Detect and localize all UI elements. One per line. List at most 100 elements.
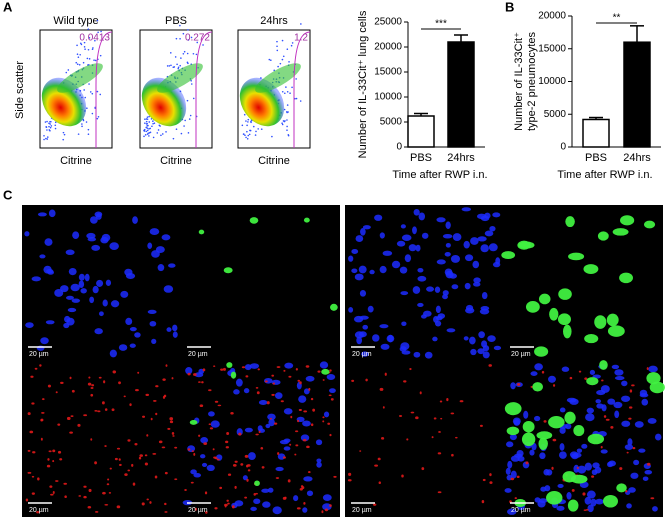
cell	[650, 497, 655, 500]
event	[190, 83, 193, 85]
cell	[283, 438, 291, 443]
micrograph	[22, 361, 181, 517]
event	[54, 121, 57, 124]
cell	[504, 402, 522, 416]
cell	[94, 409, 98, 412]
event	[195, 53, 198, 56]
cell	[514, 497, 517, 500]
gate	[95, 31, 113, 148]
cell	[470, 237, 479, 245]
cell	[129, 343, 136, 348]
cell	[172, 435, 175, 437]
cell	[626, 451, 629, 454]
cell	[88, 376, 91, 379]
event	[146, 116, 149, 118]
cell	[129, 403, 132, 407]
cell	[306, 445, 310, 449]
cell	[504, 488, 512, 493]
cell	[295, 367, 298, 371]
cell	[271, 393, 275, 396]
cell	[324, 508, 329, 512]
cell	[507, 460, 513, 469]
cell	[293, 495, 299, 502]
cell	[329, 504, 332, 508]
event	[192, 52, 195, 55]
event	[81, 125, 83, 128]
cell	[94, 461, 97, 465]
cell	[96, 279, 104, 287]
cell	[97, 410, 101, 413]
cell	[327, 422, 331, 425]
cell	[147, 242, 153, 249]
event	[192, 97, 195, 100]
cell	[36, 511, 40, 514]
cell	[642, 476, 649, 481]
event	[179, 37, 181, 40]
bar	[407, 115, 435, 148]
event	[91, 48, 94, 51]
event	[246, 124, 248, 127]
event	[147, 132, 150, 134]
event	[172, 137, 175, 140]
cell	[470, 348, 477, 356]
y-tick-label: 15000	[374, 67, 402, 78]
cell	[607, 398, 616, 405]
cell	[434, 286, 441, 293]
cell	[627, 438, 633, 446]
scale-label: 20 µm	[511, 351, 531, 358]
cell	[104, 408, 108, 411]
event	[190, 36, 193, 39]
event	[148, 115, 150, 118]
cell	[31, 492, 35, 495]
event	[300, 23, 302, 25]
cell	[214, 400, 219, 403]
cell	[322, 494, 332, 502]
cell	[583, 264, 599, 274]
cell	[613, 401, 623, 409]
cell	[400, 291, 409, 296]
cell	[601, 379, 604, 382]
cell	[271, 374, 275, 377]
cell	[480, 244, 489, 253]
cell	[164, 471, 168, 475]
event	[294, 97, 296, 100]
cell	[54, 289, 64, 297]
cell	[624, 444, 634, 450]
cell	[31, 402, 35, 405]
cell	[438, 431, 441, 433]
event	[77, 56, 80, 59]
event	[84, 48, 86, 50]
cell	[46, 269, 54, 274]
cell	[288, 375, 292, 378]
cell	[484, 212, 491, 219]
cell	[543, 469, 550, 476]
cell	[55, 480, 59, 482]
cell	[260, 446, 264, 450]
cell	[510, 477, 515, 481]
cell	[240, 463, 244, 466]
cell	[461, 207, 472, 212]
cell	[257, 368, 260, 371]
event	[279, 62, 282, 65]
cell	[387, 334, 394, 343]
flow-y-label: Side scatter	[14, 61, 26, 119]
event	[170, 64, 172, 67]
event	[187, 62, 189, 65]
cell	[91, 244, 101, 251]
cell	[83, 495, 87, 499]
cell	[155, 385, 159, 388]
cell	[423, 310, 432, 317]
cell	[193, 452, 196, 456]
cell	[372, 334, 380, 342]
cell	[630, 472, 639, 479]
cell	[523, 410, 529, 419]
cell	[541, 370, 545, 374]
cell	[569, 376, 573, 380]
cell	[412, 226, 417, 235]
event	[282, 55, 285, 58]
cell	[359, 450, 362, 452]
cell	[607, 461, 614, 468]
cell	[525, 300, 540, 313]
cell	[307, 471, 311, 474]
cell	[369, 269, 375, 275]
